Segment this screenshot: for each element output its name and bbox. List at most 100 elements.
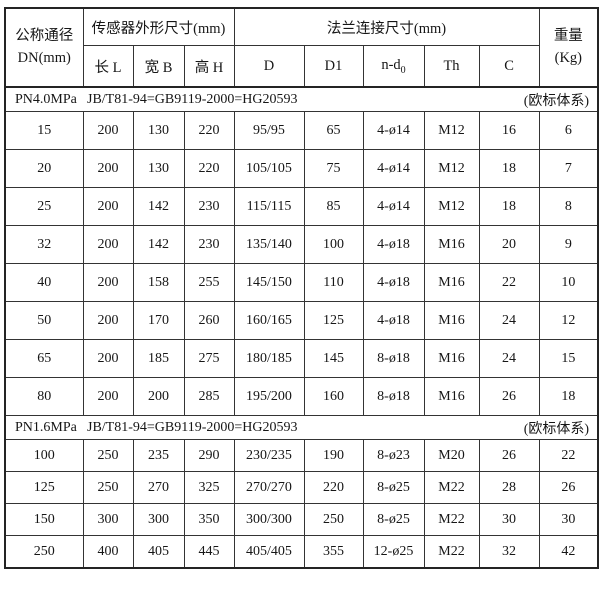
section-pn16: PN1.6MPa JB/T81-94=GB9119-2000=HG20593 (… bbox=[4, 415, 599, 569]
table-row: 25 200 142 230 115/115 85 4-ø14 M12 18 8 bbox=[4, 187, 599, 226]
table-cell: 16 bbox=[478, 111, 540, 150]
header-nominal-diameter: 公称通径 DN(mm) bbox=[4, 7, 84, 88]
table-cell: 190 bbox=[303, 439, 364, 472]
table-cell: 200 bbox=[82, 339, 134, 378]
table-cell: M16 bbox=[423, 263, 480, 302]
table-cell: 300 bbox=[132, 503, 185, 536]
table-cell: 4-ø14 bbox=[362, 149, 425, 188]
weight-unit: (Kg) bbox=[554, 49, 582, 66]
table-cell: 110 bbox=[303, 263, 364, 302]
header-width: 宽 B bbox=[132, 45, 185, 88]
nominal-diameter-unit: DN(mm) bbox=[17, 49, 71, 66]
table-cell: 200 bbox=[82, 149, 134, 188]
dimension-spec-table: 公称通径 DN(mm) 传感器外形尺寸(mm) 法兰连接尺寸(mm) 重量 (K… bbox=[4, 7, 600, 569]
table-cell: 8-ø23 bbox=[362, 439, 425, 472]
section-header-row: PN1.6MPa JB/T81-94=GB9119-2000=HG20593 (… bbox=[4, 415, 599, 440]
table-cell: 22 bbox=[538, 439, 599, 472]
table-cell: 325 bbox=[183, 471, 235, 504]
table-cell: M12 bbox=[423, 111, 480, 150]
table-cell: 250 bbox=[82, 439, 134, 472]
table-cell: 445 bbox=[183, 535, 235, 569]
table-cell: 12 bbox=[538, 301, 599, 340]
table-cell: 195/200 bbox=[233, 377, 305, 416]
table-cell: 26 bbox=[478, 439, 540, 472]
table-cell: 130 bbox=[132, 149, 185, 188]
table-cell: 32 bbox=[4, 225, 84, 264]
table-cell: M22 bbox=[423, 535, 480, 569]
nominal-diameter-label: 公称通径 bbox=[15, 28, 74, 45]
header-d: D bbox=[233, 45, 305, 88]
table-cell: 8-ø18 bbox=[362, 339, 425, 378]
table-cell: 24 bbox=[478, 339, 540, 378]
table-cell: 22 bbox=[478, 263, 540, 302]
table-cell: 100 bbox=[303, 225, 364, 264]
table-cell: 200 bbox=[82, 187, 134, 226]
table-cell: M22 bbox=[423, 503, 480, 536]
table-cell: 125 bbox=[4, 471, 84, 504]
table-cell: 350 bbox=[183, 503, 235, 536]
table-cell: 270/270 bbox=[233, 471, 305, 504]
table-cell: 25 bbox=[4, 187, 84, 226]
pressure-rating: PN1.6MPa bbox=[15, 419, 77, 435]
table-cell: 4-ø18 bbox=[362, 301, 425, 340]
table-row: 250 400 405 445 405/405 355 12-ø25 M22 32 42 bbox=[4, 535, 599, 569]
section-header-cell: PN1.6MPa JB/T81-94=GB9119-2000=HG20593 (… bbox=[4, 415, 599, 440]
table-cell: 8 bbox=[538, 187, 599, 226]
table-cell: M16 bbox=[423, 225, 480, 264]
table-cell: 4-ø18 bbox=[362, 263, 425, 302]
table-cell: 230 bbox=[183, 225, 235, 264]
table-cell: 300 bbox=[82, 503, 134, 536]
table-cell: 40 bbox=[4, 263, 84, 302]
table-cell: 4-ø14 bbox=[362, 187, 425, 226]
section-header-row: PN4.0MPa JB/T81-94=GB9119-2000=HG20593 (… bbox=[4, 86, 599, 112]
table-cell: 6 bbox=[538, 111, 599, 150]
table-row: 32 200 142 230 135/140 100 4-ø18 M16 20 9 bbox=[4, 225, 599, 264]
n-d0-subscript: 0 bbox=[400, 64, 406, 76]
table-row: 65 200 185 275 180/185 145 8-ø18 M16 24 15 bbox=[4, 339, 599, 378]
table-cell: 30 bbox=[478, 503, 540, 536]
table-row: 15 200 130 220 95/95 65 4-ø14 M12 16 6 bbox=[4, 111, 599, 150]
table-cell: 85 bbox=[303, 187, 364, 226]
table-cell: 400 bbox=[82, 535, 134, 569]
table-cell: 145/150 bbox=[233, 263, 305, 302]
table-row: 100 250 235 290 230/235 190 8-ø23 M20 26 22 bbox=[4, 439, 599, 472]
header-weight: 重量 (Kg) bbox=[538, 7, 599, 88]
header-length: 长 L bbox=[82, 45, 134, 88]
table-cell: 158 bbox=[132, 263, 185, 302]
table-cell: 160/165 bbox=[233, 301, 305, 340]
table-cell: 200 bbox=[82, 111, 134, 150]
table-cell: 200 bbox=[82, 301, 134, 340]
table-cell: 170 bbox=[132, 301, 185, 340]
table-cell: 18 bbox=[478, 149, 540, 188]
table-cell: 8-ø25 bbox=[362, 471, 425, 504]
table-cell: 20 bbox=[478, 225, 540, 264]
table-cell: 65 bbox=[4, 339, 84, 378]
table-cell: 32 bbox=[478, 535, 540, 569]
table-cell: 20 bbox=[4, 149, 84, 188]
table-cell: 250 bbox=[4, 535, 84, 569]
table-cell: 260 bbox=[183, 301, 235, 340]
table-cell: 95/95 bbox=[233, 111, 305, 150]
standard-system-note: (欧标体系) bbox=[523, 421, 590, 437]
header-th: Th bbox=[423, 45, 480, 88]
table-cell: 15 bbox=[538, 339, 599, 378]
section-pn4: PN4.0MPa JB/T81-94=GB9119-2000=HG20593 (… bbox=[4, 86, 599, 416]
table-cell: M16 bbox=[423, 377, 480, 416]
header-n-d0: n-d0 bbox=[362, 45, 425, 88]
table-cell: M16 bbox=[423, 339, 480, 378]
table-cell: 105/105 bbox=[233, 149, 305, 188]
table-cell: M20 bbox=[423, 439, 480, 472]
table-cell: 250 bbox=[82, 471, 134, 504]
table-cell: 142 bbox=[132, 187, 185, 226]
table-cell: 26 bbox=[478, 377, 540, 416]
table-cell: 230 bbox=[183, 187, 235, 226]
table-cell: 125 bbox=[303, 301, 364, 340]
table-cell: 230/235 bbox=[233, 439, 305, 472]
table-cell: 115/115 bbox=[233, 187, 305, 226]
standard-system-note: (欧标体系) bbox=[523, 93, 590, 109]
table-cell: 10 bbox=[538, 263, 599, 302]
table-cell: 405/405 bbox=[233, 535, 305, 569]
table-row: 150 300 300 350 300/300 250 8-ø25 M22 30 30 bbox=[4, 503, 599, 536]
table-cell: 24 bbox=[478, 301, 540, 340]
table-cell: 30 bbox=[538, 503, 599, 536]
